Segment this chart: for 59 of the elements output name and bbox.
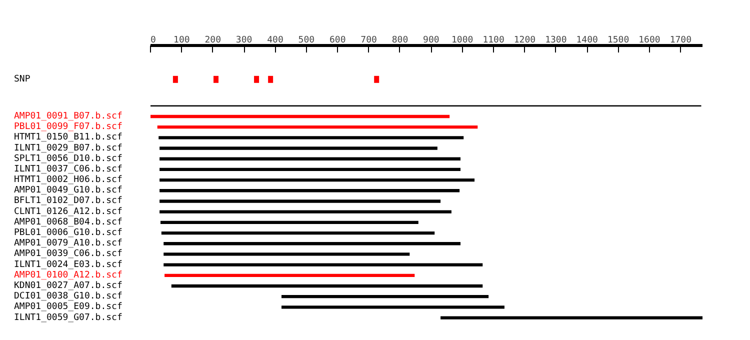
bar xyxy=(164,274,415,277)
x-tick-label: 1700 xyxy=(670,36,692,46)
x-tick-label: 900 xyxy=(423,36,440,46)
y-tick-label: ILNT1_0037_C06.b.scf xyxy=(14,164,122,174)
bar xyxy=(161,231,435,235)
bar xyxy=(157,125,478,129)
y-tick-label: HTMT1_0002_H06.b.scf xyxy=(14,175,122,186)
x-tick-label: 0 xyxy=(150,36,156,46)
y-tick-label: AMP01_0039_C06.b.scf xyxy=(14,249,122,260)
x-tick-label: 1600 xyxy=(638,36,660,46)
bar xyxy=(160,189,460,192)
x-tick-label: 1500 xyxy=(607,36,630,46)
bar xyxy=(150,114,450,118)
x-tick-label: 200 xyxy=(204,36,222,46)
y-tick-label: BFLT1_0102_D07.b.scf xyxy=(14,196,122,206)
x-tick-label: 300 xyxy=(236,36,252,46)
y-tick-label: ILNT1_0029_B07.b.scf xyxy=(14,143,122,154)
y-tick-label: AMP01_0079_A10.b.scf xyxy=(14,238,122,249)
x-tick-label: 600 xyxy=(329,36,346,46)
bar xyxy=(160,200,441,203)
x-tick-label: 1400 xyxy=(576,36,598,46)
bar xyxy=(164,252,410,256)
y-tick-label: AMP01_0049_G10.b.scf xyxy=(14,186,122,196)
bar xyxy=(160,210,452,214)
bar xyxy=(164,263,483,266)
x-tick-label: 1300 xyxy=(545,36,567,46)
bar xyxy=(164,242,460,246)
bar xyxy=(281,306,504,309)
y-tick-label: KDN01_0027_A07.b.scf xyxy=(14,281,122,291)
x-tick-label: 1200 xyxy=(514,36,536,46)
y-tick-label: AMP01_0091_B07.b.scf xyxy=(14,111,122,122)
x-tick-label: 700 xyxy=(360,36,377,46)
bar xyxy=(160,220,418,224)
x-tick-label: 100 xyxy=(174,36,190,46)
y-tick-label: ILNT1_0059_G07.b.scf xyxy=(14,312,122,323)
bar xyxy=(160,146,438,150)
y-tick-label: PBL01_0006_G10.b.scf xyxy=(14,228,122,238)
y-tick-label: ILNT1_0024_E03.b.scf xyxy=(14,260,122,270)
x-tick-label: 500 xyxy=(298,36,315,46)
bar xyxy=(160,178,475,182)
y-tick-label: PBL01_0099_F07.b.scf xyxy=(14,122,122,132)
x-tick-label: 800 xyxy=(392,36,408,46)
y-tick-label: AMP01_0005_E09.b.scf xyxy=(14,302,122,312)
y-tick-label: AMP01_0068_B04.b.scf xyxy=(14,217,122,228)
bar xyxy=(171,284,483,288)
y-tick-label: SPLT1_0056_D10.b.scf xyxy=(14,154,122,164)
x-tick-label: 1000 xyxy=(452,36,474,46)
x-tick-label: 1100 xyxy=(482,36,504,46)
y-tick-label: HTMT1_0150_B11.b.scf xyxy=(14,132,122,143)
bar xyxy=(281,295,489,298)
y-tick-label: AMP01_0100_A12.b.scf xyxy=(14,270,122,280)
bar xyxy=(160,157,460,160)
y-tick-label: SNP xyxy=(14,74,31,84)
bar xyxy=(158,136,464,140)
x-tick-label: 400 xyxy=(267,36,284,46)
bar xyxy=(160,168,460,172)
y-tick-label: CLNT1_0126_A12.b.scf xyxy=(14,206,122,217)
bar xyxy=(440,316,702,320)
y-tick-label: DCI01_0038_G10.b.scf xyxy=(14,292,122,302)
